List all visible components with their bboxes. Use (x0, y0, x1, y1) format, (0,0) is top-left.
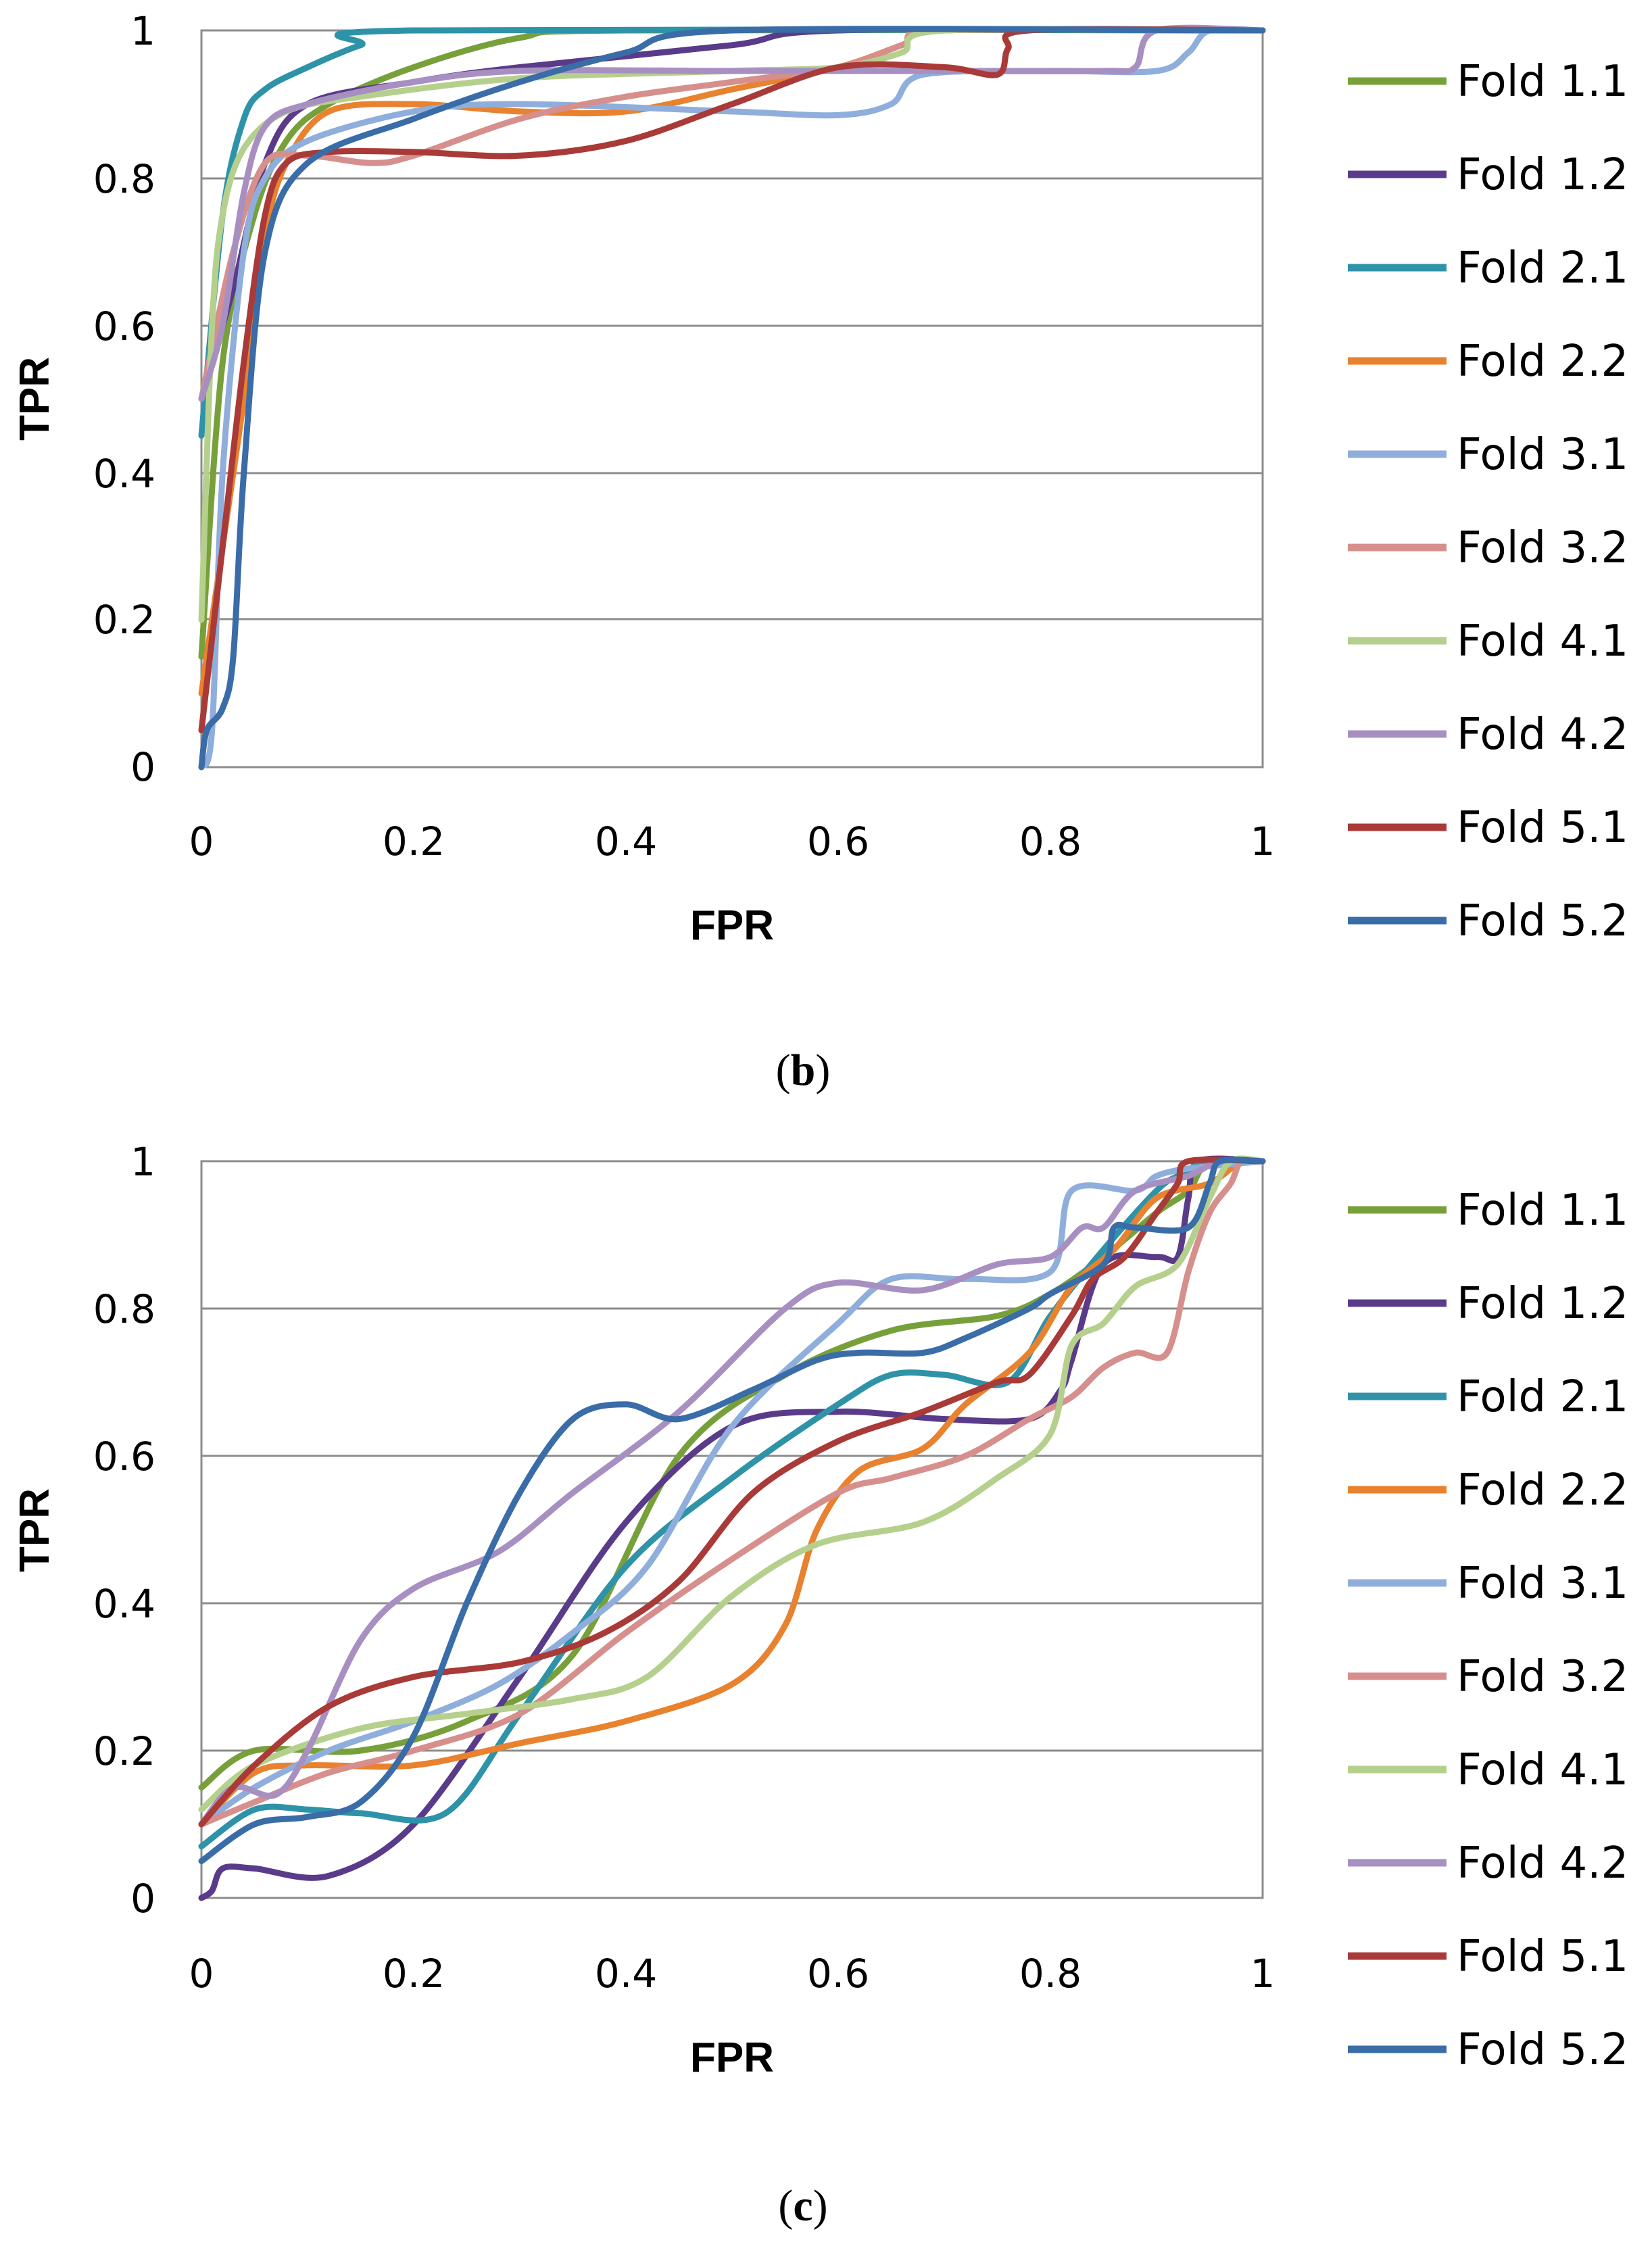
series-line-c-fold-5-2 (198, 1156, 1266, 1864)
y-tick-c-2: 0.4 (93, 1581, 155, 1627)
x-axis-title-c: FPR (690, 2034, 774, 2081)
x-tick-b-4: 0.8 (1019, 819, 1082, 864)
series-line-c-fold-2-1 (198, 1156, 1266, 1850)
caption-b-open: ( (776, 1046, 791, 1095)
plot-frame-c (200, 1160, 1264, 1899)
y-tick-b-2: 0.4 (93, 451, 155, 497)
legend-label-c-1: Fold 1.2 (1457, 1279, 1628, 1329)
legend-label-b-8: Fold 5.1 (1457, 803, 1628, 853)
legend-label-b-4: Fold 3.1 (1457, 430, 1628, 480)
y-axis-title-c: TPR (11, 1488, 58, 1572)
caption-b-label: b (791, 1046, 816, 1095)
x-tick-c-4: 0.8 (1019, 1951, 1082, 1997)
legend-label-b-9: Fold 5.2 (1457, 896, 1628, 946)
series-line-b-fold-4-1 (198, 26, 1266, 623)
legend-label-b-0: Fold 1.1 (1457, 57, 1628, 107)
y-tick-c-0: 0 (130, 1876, 155, 1922)
y-tick-b-5: 1 (130, 8, 155, 54)
x-tick-c-2: 0.4 (595, 1951, 657, 1997)
y-tick-b-3: 0.6 (93, 303, 155, 349)
legend-label-c-8: Fold 5.1 (1457, 1932, 1628, 1982)
x-tick-b-0: 0 (189, 819, 214, 864)
series-line-c-fold-5-1 (198, 1156, 1266, 1828)
chart-panel-c: 0 0.2 0.4 0.6 0.8 1 0 0.2 0.4 0.6 0.8 1 … (11, 1139, 1628, 2230)
legend-b: Fold 1.1 Fold 1.2 Fold 2.1 Fold 2.2 Fold… (1348, 57, 1628, 946)
caption-b: (b) (776, 1046, 831, 1095)
series-line-b-fold-4-2 (198, 24, 1266, 402)
caption-c-close: ) (813, 2181, 828, 2230)
legend-label-b-1: Fold 1.2 (1457, 150, 1628, 200)
series-group-b (198, 24, 1266, 771)
legend-label-b-7: Fold 4.2 (1457, 710, 1628, 760)
y-tick-b-1: 0.2 (93, 597, 155, 643)
x-tick-c-0: 0 (189, 1951, 214, 1997)
x-axis-title-b: FPR (690, 902, 774, 949)
legend-label-c-0: Fold 1.1 (1457, 1186, 1628, 1236)
y-tick-c-1: 0.2 (93, 1728, 155, 1774)
series-line-c-fold-4-2 (198, 1156, 1266, 1828)
y-axis-title-b: TPR (11, 357, 58, 441)
y-tick-c-5: 1 (130, 1139, 155, 1185)
x-tick-c-3: 0.6 (807, 1951, 869, 1997)
legend-label-c-9: Fold 5.2 (1457, 2025, 1628, 2075)
series-line-c-fold-3-2 (198, 1156, 1266, 1828)
legend-label-c-7: Fold 4.2 (1457, 1838, 1628, 1888)
chart-panel-b: 0 0.2 0.4 0.6 0.8 1 0 0.2 0.4 0.6 0.8 1 … (11, 8, 1628, 1095)
legend-label-c-3: Fold 2.2 (1457, 1465, 1628, 1515)
series-line-b-fold-5-2 (198, 26, 1266, 771)
series-group-c (198, 1155, 1266, 1901)
series-line-c-fold-4-1 (198, 1155, 1266, 1813)
legend-label-c-2: Fold 2.1 (1457, 1372, 1628, 1422)
caption-c: (c) (778, 2181, 827, 2230)
legend-label-b-6: Fold 4.1 (1457, 616, 1628, 666)
y-tick-b-4: 0.8 (93, 156, 155, 202)
y-tick-b-0: 0 (130, 744, 155, 790)
caption-c-open: ( (778, 2181, 793, 2230)
x-tick-b-5: 1 (1250, 819, 1276, 864)
x-tick-b-1: 0.2 (383, 819, 445, 864)
legend-label-c-4: Fold 3.1 (1457, 1559, 1628, 1609)
x-tick-b-2: 0.4 (595, 819, 657, 864)
caption-b-close: ) (815, 1046, 830, 1095)
caption-c-label: c (793, 2181, 812, 2230)
series-line-b-fold-5-1 (198, 26, 1266, 733)
y-tick-c-4: 0.8 (93, 1286, 155, 1332)
legend-label-b-2: Fold 2.1 (1457, 243, 1628, 293)
legend-label-b-5: Fold 3.2 (1457, 523, 1628, 573)
legend-label-c-5: Fold 3.2 (1457, 1652, 1628, 1702)
legend-label-b-3: Fold 2.2 (1457, 337, 1628, 387)
legend-label-c-6: Fold 4.1 (1457, 1745, 1628, 1795)
legend-c: Fold 1.1 Fold 1.2 Fold 2.1 Fold 2.2 Fold… (1348, 1186, 1628, 2075)
y-tick-c-3: 0.6 (93, 1434, 155, 1480)
x-tick-c-5: 1 (1250, 1951, 1276, 1997)
x-tick-c-1: 0.2 (383, 1951, 445, 1997)
x-tick-b-3: 0.6 (807, 819, 869, 864)
